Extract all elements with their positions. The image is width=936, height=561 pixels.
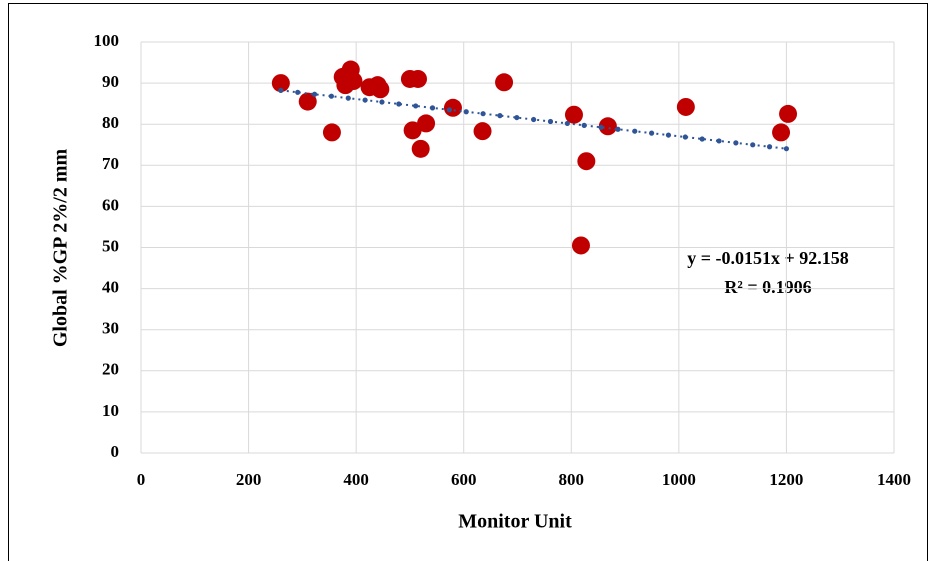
- trend-marker: [716, 138, 722, 144]
- trend-marker: [547, 118, 554, 125]
- y-tick-label: 100: [94, 31, 120, 50]
- trend-marker: [278, 87, 284, 93]
- trend-marker: [750, 142, 756, 148]
- trend-marker: [328, 93, 335, 99]
- point: [322, 123, 341, 142]
- x-tick-label: 800: [559, 470, 585, 489]
- y-tick-label: 10: [102, 401, 119, 420]
- trend-marker: [581, 122, 587, 128]
- point: [577, 152, 596, 171]
- trend-marker: [497, 113, 503, 119]
- trend-marker: [531, 116, 537, 123]
- trend-marker: [463, 109, 469, 115]
- trend-marker: [649, 130, 655, 136]
- point: [417, 114, 436, 133]
- point: [344, 72, 363, 91]
- x-tick-label: 1400: [877, 470, 911, 489]
- y-tick-label: 40: [102, 278, 119, 297]
- y-tick-label: 30: [102, 319, 119, 338]
- x-tick-label: 200: [236, 470, 262, 489]
- point: [772, 123, 791, 142]
- trend-marker: [379, 99, 385, 105]
- point: [411, 139, 430, 158]
- trend-marker: [446, 107, 452, 113]
- trend-marker: [295, 89, 301, 95]
- point: [408, 69, 427, 88]
- trend-marker: [480, 111, 486, 117]
- point: [598, 117, 617, 136]
- point: [443, 98, 462, 117]
- x-tick-label: 400: [343, 470, 369, 489]
- y-tick-label: 60: [102, 195, 119, 214]
- trend-equation: y = -0.0151x + 92.158: [687, 248, 849, 268]
- point: [298, 92, 317, 111]
- x-tick-label: 1200: [769, 470, 803, 489]
- x-tick-label: 0: [137, 470, 146, 489]
- point: [271, 74, 290, 93]
- trend-marker: [699, 136, 705, 142]
- point: [403, 121, 422, 140]
- point: [564, 105, 583, 124]
- trend-marker: [311, 91, 318, 97]
- x-tick-label: 600: [451, 470, 477, 489]
- trend-marker: [665, 132, 672, 138]
- trend-marker: [766, 144, 773, 150]
- trend-marker: [564, 120, 570, 127]
- trend-marker: [632, 128, 638, 134]
- point: [676, 97, 695, 116]
- point: [473, 122, 492, 141]
- trend-marker: [362, 97, 368, 103]
- point: [495, 73, 514, 92]
- trend-marker: [733, 140, 739, 146]
- x-axis-title: Monitor Unit: [458, 511, 572, 533]
- trend-marker: [783, 146, 790, 152]
- y-axis-title: Global %GP 2%/2 mm: [50, 148, 72, 347]
- trend-marker: [413, 103, 419, 109]
- y-tick-label: 0: [111, 442, 120, 461]
- chart-border: [8, 3, 928, 561]
- y-tick-label: 50: [102, 236, 119, 255]
- trend-marker: [345, 95, 351, 101]
- trend-marker: [429, 105, 436, 111]
- trend-marker: [514, 114, 520, 121]
- y-tick-label: 20: [102, 360, 119, 379]
- x-tick-label: 1000: [662, 470, 696, 489]
- point: [571, 236, 590, 255]
- y-tick-label: 90: [102, 72, 119, 91]
- trend-marker: [682, 134, 688, 140]
- trend-marker: [598, 124, 604, 130]
- trend-r2: R² = 0.1906: [724, 277, 811, 297]
- y-tick-label: 80: [102, 113, 119, 132]
- point: [779, 104, 798, 123]
- point: [371, 80, 390, 99]
- trend-marker: [396, 101, 402, 107]
- y-tick-label: 70: [102, 154, 119, 173]
- trend-marker: [615, 126, 621, 132]
